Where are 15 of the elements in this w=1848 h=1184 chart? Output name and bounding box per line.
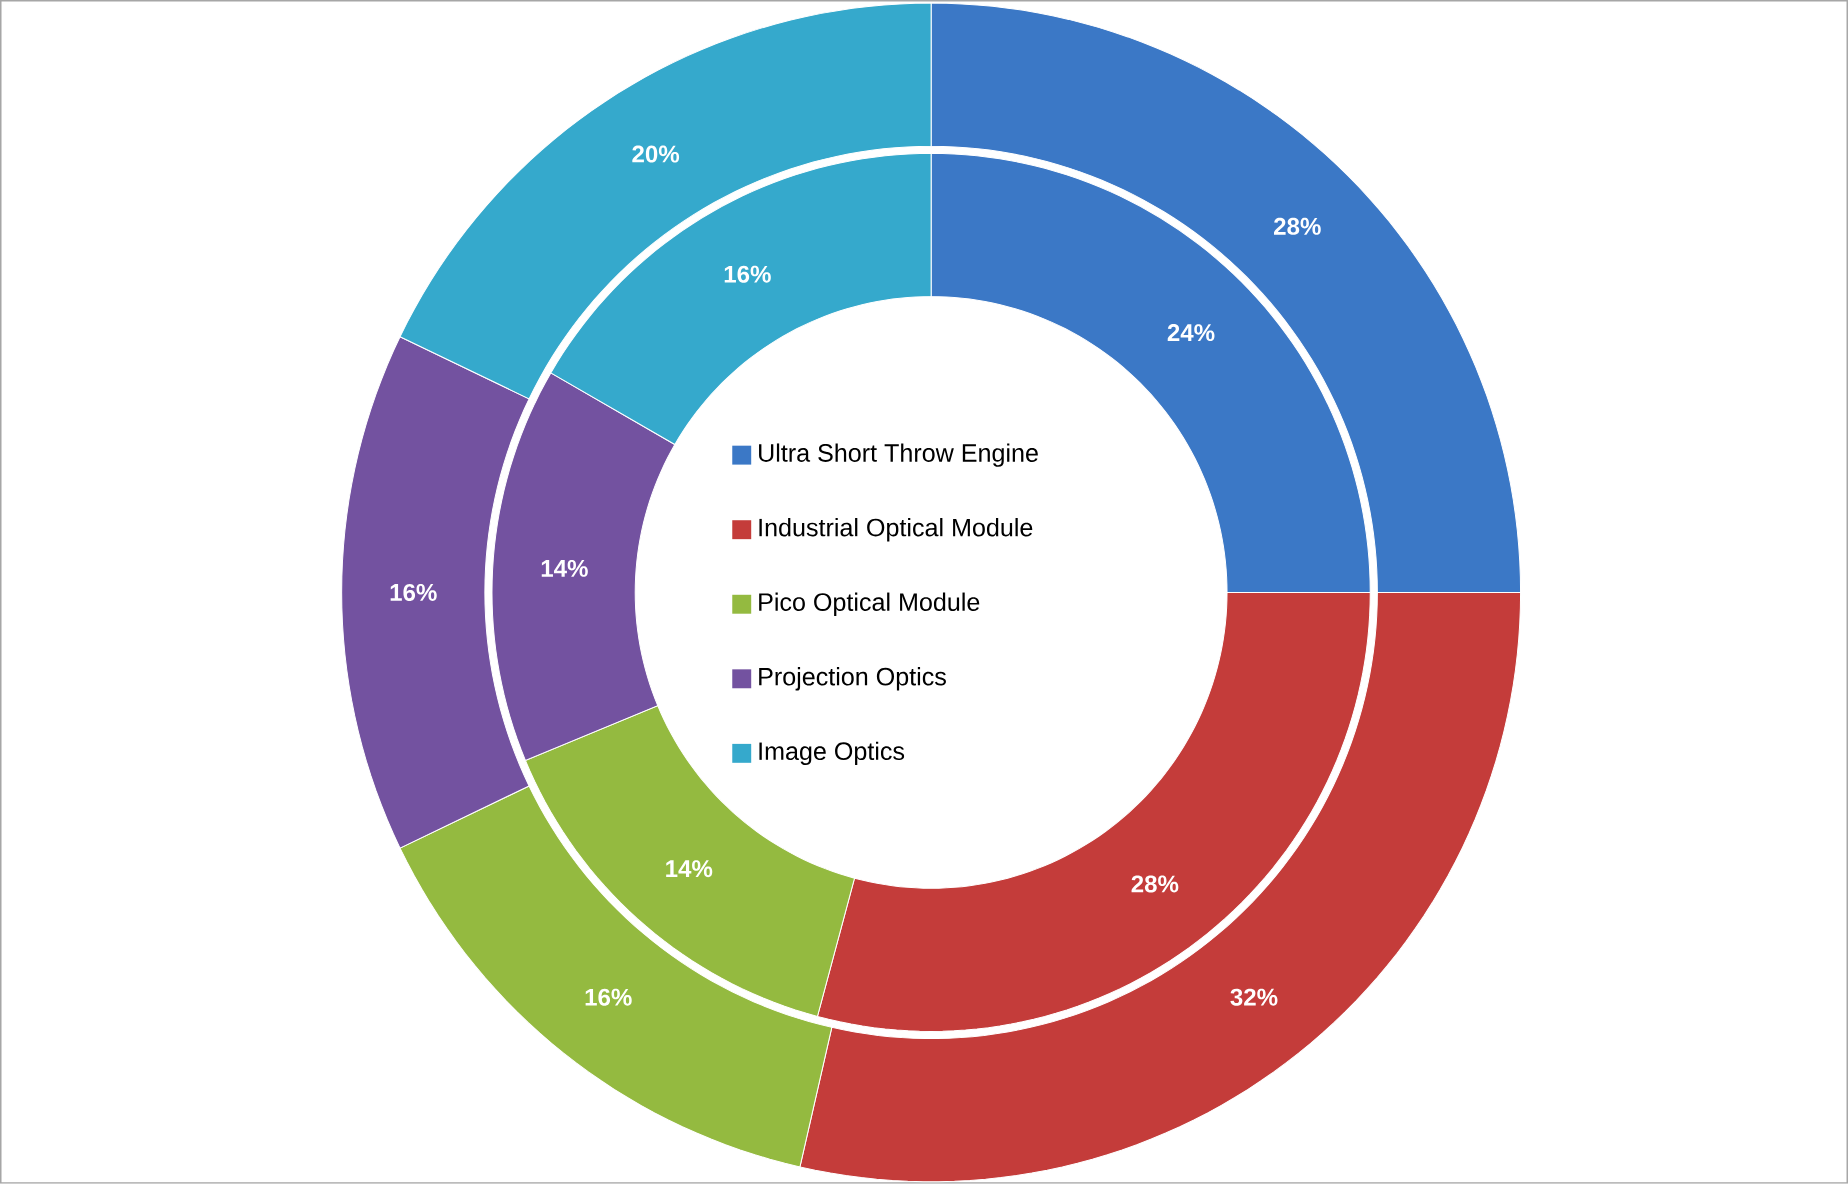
legend-label: Image Optics (759, 741, 905, 766)
data-label: 14% (666, 860, 713, 878)
data-label: 16% (724, 265, 771, 283)
data-label: 24% (1167, 324, 1215, 342)
legend-label: Projection Optics (759, 667, 946, 691)
legend-label: Pico Optical Module (759, 592, 980, 617)
data-label: 28% (1131, 875, 1179, 893)
data-label: 14% (541, 560, 588, 578)
data-label: 20% (632, 145, 680, 163)
data-label: 28% (1274, 217, 1321, 236)
data-label: 16% (585, 988, 632, 1006)
data-label: 32% (1230, 988, 1278, 1006)
legend-label: Industrial Optical Module (759, 518, 1033, 542)
data-label: 16% (390, 584, 437, 602)
legend-label: Ultra Short Throw Engine (759, 443, 1038, 468)
